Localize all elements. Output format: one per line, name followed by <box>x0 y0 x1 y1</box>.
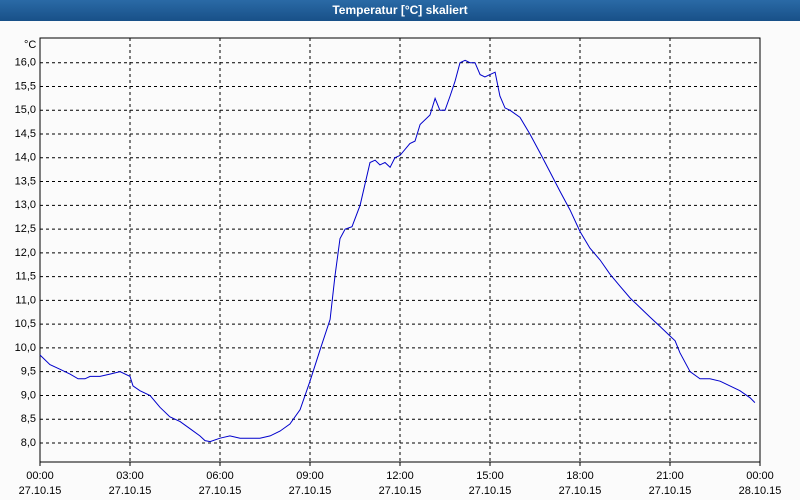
y-tick-label: 11,5 <box>15 271 36 283</box>
x-tick-label: 15:00 <box>476 470 504 482</box>
x-tick-date: 27.10.15 <box>379 485 422 497</box>
y-tick-label: 9,0 <box>21 389 36 401</box>
x-tick-date: 27.10.15 <box>649 485 692 497</box>
y-tick-label: 11,0 <box>15 294 36 306</box>
x-tick-date: 28.10.15 <box>739 485 782 497</box>
line <box>39 59 756 443</box>
y-tick-label: 16,0 <box>15 57 36 69</box>
y-tick-label: 15,5 <box>15 80 36 92</box>
y-tick-label: 10,0 <box>15 342 36 354</box>
y-unit: °C <box>24 39 36 51</box>
y-tick-label: 13,0 <box>15 199 36 211</box>
x-tick-date: 27.10.15 <box>469 485 512 497</box>
y-tick-label: 8,5 <box>21 413 36 425</box>
y-tick-label: 9,5 <box>21 366 36 378</box>
x-tick-label: 12:00 <box>386 470 414 482</box>
x-tick-date: 27.10.15 <box>559 485 602 497</box>
chart: °C 8,0 8,5 9,0 9,5 10,0 10,5 11,0 11,5 12,0 12,5 1… <box>15 37 782 497</box>
y-tick-label: 10,5 <box>15 318 36 330</box>
x-tick-label: 09:00 <box>296 470 324 482</box>
x-tick-label: 18:00 <box>566 470 594 482</box>
y-tick-label: 12,5 <box>15 223 36 235</box>
x-tick-date: 27.10.15 <box>109 485 152 497</box>
x-tick-label: 03:00 <box>116 470 144 482</box>
x-tick-label: 00:00 <box>746 470 774 482</box>
x-tick-date: 27.10.15 <box>199 485 242 497</box>
title-bar: Temperatur [°C] skaliert <box>0 0 800 21</box>
y-tick-label: 14,0 <box>15 152 36 164</box>
y-tick-label: 12,0 <box>15 247 36 259</box>
y-tick-label: 8,0 <box>21 437 36 449</box>
y-tick-label: 15,0 <box>15 104 36 116</box>
x-tick-date: 27.10.15 <box>19 485 62 497</box>
x-tick-date: 27.10.15 <box>289 485 332 497</box>
x-tick-label: 21:00 <box>656 470 684 482</box>
x-tick-label: 06:00 <box>206 470 234 482</box>
y-tick-label: 14,5 <box>15 128 36 140</box>
y-tick-label: 13,5 <box>15 175 36 187</box>
x-tick-label: 00:00 <box>26 470 54 482</box>
